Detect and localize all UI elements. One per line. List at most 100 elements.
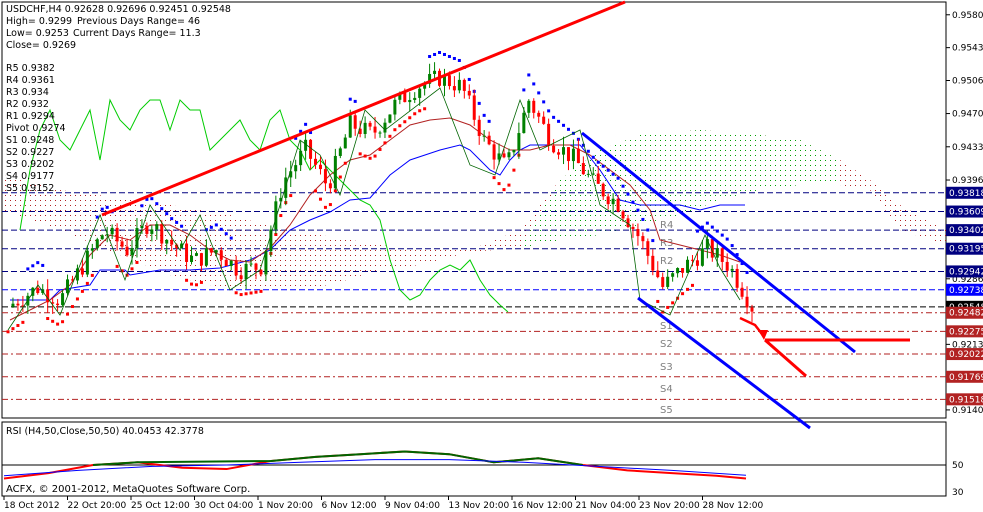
candle-body bbox=[562, 147, 566, 155]
candle-body bbox=[676, 268, 680, 274]
candle-body bbox=[690, 259, 694, 261]
sar-dot bbox=[477, 101, 481, 105]
sar-dot bbox=[41, 263, 45, 267]
candle-body bbox=[373, 126, 377, 133]
candle-body bbox=[21, 305, 25, 307]
sar-dot bbox=[447, 54, 451, 58]
candle-body bbox=[512, 150, 516, 153]
level-tag-s4: S4 bbox=[660, 384, 673, 395]
candle-body bbox=[636, 229, 640, 237]
sar-dot bbox=[323, 205, 327, 209]
candle-body bbox=[269, 229, 273, 252]
candle-body bbox=[160, 224, 164, 244]
sar-dot bbox=[165, 212, 169, 216]
sar-dot bbox=[249, 291, 253, 295]
sar-dot bbox=[190, 282, 194, 286]
sar-dot bbox=[353, 99, 357, 103]
sar-dot bbox=[214, 223, 218, 227]
candle-body bbox=[343, 137, 347, 149]
price-tag-label: 0.91769 bbox=[949, 373, 983, 383]
candle-body bbox=[304, 139, 308, 151]
price-tag-label: 0.92022 bbox=[949, 350, 983, 360]
candle-body bbox=[204, 248, 208, 266]
sar-dot bbox=[695, 229, 699, 233]
sar-dot bbox=[348, 97, 352, 101]
candle-body bbox=[467, 90, 471, 96]
candle-body bbox=[452, 86, 456, 91]
price-tag-label: 0.92482 bbox=[949, 309, 983, 319]
sar-dot bbox=[90, 273, 94, 277]
time-tick-label: 1 Nov 20:00 bbox=[258, 501, 313, 511]
sar-dot bbox=[433, 52, 437, 56]
sar-dot bbox=[180, 224, 184, 228]
price-tag-label: 0.93402 bbox=[949, 226, 983, 236]
time-axis: 18 Oct 2012 22 Oct 20:00 25 Oct 12:00 30 Oc… bbox=[2, 495, 946, 511]
level-tag-s2: S2 bbox=[660, 339, 673, 350]
candle-body bbox=[557, 152, 561, 155]
sar-dot bbox=[95, 215, 99, 219]
pivot-legend-item: S4 0.9177 bbox=[6, 171, 54, 182]
tenkan-sen-line bbox=[9, 117, 741, 321]
sar-dot bbox=[135, 260, 139, 264]
sar-dot bbox=[566, 127, 570, 131]
sar-dot bbox=[244, 292, 248, 296]
candle-body bbox=[472, 95, 476, 120]
candle-body bbox=[294, 165, 298, 172]
candle-body bbox=[571, 148, 575, 162]
sar-dot bbox=[457, 58, 461, 62]
time-tick-label: 23 Nov 20:00 bbox=[639, 501, 700, 511]
candle-body bbox=[566, 147, 570, 162]
candle-body bbox=[547, 123, 551, 146]
sar-dot bbox=[125, 273, 129, 277]
sar-dot bbox=[61, 320, 65, 324]
price-tag-label: 0.93609 bbox=[949, 208, 983, 218]
sar-dot bbox=[720, 233, 724, 237]
candle-body bbox=[219, 250, 223, 260]
sar-dot bbox=[467, 77, 471, 81]
candle-body bbox=[413, 97, 417, 100]
candle-body bbox=[447, 75, 451, 87]
sar-dot bbox=[363, 154, 367, 158]
sar-dot bbox=[586, 149, 590, 153]
sar-dot bbox=[705, 221, 709, 225]
candle-body bbox=[596, 173, 600, 184]
sar-dot bbox=[199, 280, 203, 284]
candle-body bbox=[284, 177, 288, 198]
time-tick-label: 6 Nov 12:00 bbox=[322, 501, 377, 511]
sar-dot bbox=[234, 291, 238, 295]
candle-body bbox=[482, 135, 486, 137]
price-tag-box bbox=[946, 370, 983, 383]
candle-body bbox=[661, 277, 665, 287]
time-tick-label: 28 Nov 12:00 bbox=[703, 501, 764, 511]
candle-body bbox=[720, 248, 724, 262]
candle-body bbox=[616, 198, 620, 212]
sar-dot bbox=[130, 267, 134, 271]
stat-close: Close= 0.9269 bbox=[6, 40, 76, 51]
sar-dot bbox=[6, 330, 10, 334]
sar-dot bbox=[661, 310, 665, 314]
pivot-legend-item: R2 0.932 bbox=[6, 99, 49, 110]
candle-body bbox=[229, 260, 233, 267]
candle-body bbox=[299, 150, 303, 166]
candle-body bbox=[433, 70, 437, 74]
sar-dot bbox=[522, 88, 526, 92]
sar-dot bbox=[358, 152, 362, 156]
time-tick-label: 30 Oct 04:00 bbox=[195, 501, 254, 511]
sar-dot bbox=[438, 50, 442, 54]
sar-dot bbox=[309, 131, 313, 135]
chart-header: USDCHF,H4 0.92628 0.92696 0.92451 0.9254… bbox=[6, 4, 231, 51]
stat-prev-range: Previous Days Range= 46 bbox=[77, 16, 200, 27]
price-tag-box bbox=[946, 265, 983, 278]
candle-body bbox=[16, 303, 20, 306]
candle-body bbox=[170, 239, 174, 245]
candle-body bbox=[497, 153, 501, 160]
candle-body bbox=[606, 196, 610, 205]
sar-dot bbox=[626, 192, 630, 196]
sar-dot bbox=[611, 172, 615, 176]
price-tag-label: 0.93195 bbox=[949, 245, 983, 255]
pivot-level-lines bbox=[2, 192, 946, 400]
candle-body bbox=[631, 226, 635, 230]
candle-body bbox=[135, 228, 139, 249]
